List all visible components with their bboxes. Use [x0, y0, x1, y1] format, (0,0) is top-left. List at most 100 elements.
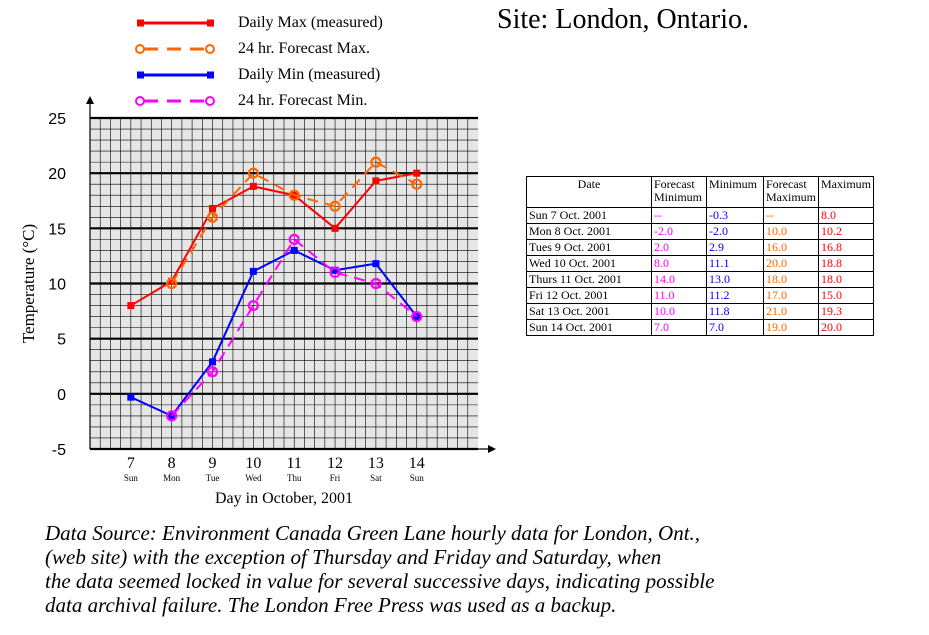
series-line	[130, 249, 418, 418]
data-point	[413, 169, 421, 177]
series-line	[170, 237, 418, 417]
cell-minimum: -0.3	[706, 207, 764, 224]
table-row: Tues 9 Oct. 2001 2.0 2.9 16.0 16.8	[526, 239, 874, 256]
cell-date: Sun 14 Oct. 2001	[526, 319, 652, 336]
cell-maximum: 18.0	[818, 271, 874, 288]
cell-forecast-minimum: -2.0	[651, 223, 707, 240]
data-point	[331, 266, 339, 274]
table-row: Wed 10 Oct. 2001 8.0 11.1 20.0 18.8	[526, 255, 874, 272]
x-tick-label: 7	[127, 455, 135, 472]
y-tick-label: 20	[48, 166, 66, 183]
data-point	[329, 200, 341, 212]
data-point	[329, 266, 341, 279]
legend-swatch-daily-min	[137, 71, 214, 79]
note-line: Data Source: Environment Canada Green La…	[45, 521, 701, 545]
header-date: Date	[526, 176, 652, 208]
data-point	[288, 233, 300, 245]
legend-label-daily-min: Daily Min (measured)	[238, 66, 381, 83]
cell-forecast-minimum: 2.0	[651, 239, 707, 256]
y-tick-label: 10	[48, 277, 66, 294]
cell-forecast-maximum: 19.0	[763, 319, 819, 336]
cell-forecast-maximum: 20.0	[763, 255, 819, 272]
data-point	[166, 277, 178, 290]
cell-maximum: 15.0	[818, 287, 874, 304]
cell-forecast-maximum: 18.0	[763, 271, 819, 288]
y-axis-arrow	[86, 96, 94, 104]
data-point	[249, 267, 257, 275]
legend-swatch-forecast-min	[135, 96, 215, 106]
cell-date: Mon 8 Oct. 2001	[526, 223, 652, 240]
x-day-label: Tue	[206, 473, 220, 483]
note-line: data archival failure. The London Free P…	[45, 593, 617, 617]
data-point	[247, 167, 259, 179]
table-row: Mon 8 Oct. 2001 -2.0 -2.0 10.0 10.2	[526, 223, 874, 240]
cell-date: Thurs 11 Oct. 2001	[526, 271, 652, 288]
temperature-table: Date Forecast Minimum Minimum Forecast Max…	[526, 176, 874, 336]
legend-label-forecast-min: 24 hr. Forecast Min.	[238, 92, 368, 109]
table-row: Thurs 11 Oct. 2001 14.0 13.0 18.0 18.0	[526, 271, 874, 288]
x-day-label: Thu	[287, 473, 302, 483]
cell-minimum: 11.1	[706, 255, 764, 272]
data-point	[209, 358, 217, 366]
x-day-label: Sat	[370, 473, 382, 483]
y-tick-label: 25	[48, 111, 66, 128]
cell-forecast-maximum: --	[763, 207, 819, 224]
y-tick-label: 15	[48, 221, 66, 238]
series-line	[130, 172, 417, 307]
table-row: Sun 7 Oct. 2001 -- -0.3 -- 8.0	[526, 207, 874, 224]
note-line: (web site) with the exception of Thursda…	[45, 545, 662, 569]
x-tick-label: 9	[209, 455, 217, 472]
x-tick-label: 12	[327, 455, 343, 472]
y-axis-title: Temperature (°C)	[19, 224, 38, 343]
x-tick-label: 11	[287, 455, 302, 472]
x-tick-label: 13	[368, 455, 384, 472]
cell-forecast-minimum: 11.0	[651, 287, 707, 304]
cell-minimum: 11.2	[706, 287, 764, 304]
data-source-note: Data Source: Environment Canada Green La…	[45, 521, 715, 617]
cell-maximum: 19.3	[818, 303, 874, 320]
cell-forecast-maximum: 10.0	[763, 223, 819, 240]
x-day-label: Fri	[330, 473, 341, 483]
cell-minimum: -2.0	[706, 223, 764, 240]
cell-date: Sun 7 Oct. 2001	[526, 207, 652, 224]
cell-forecast-minimum: 8.0	[651, 255, 707, 272]
legend-item-daily-max: Daily Max (measured)	[130, 10, 383, 36]
data-point	[290, 246, 298, 254]
data-point	[411, 178, 423, 190]
legend-item-forecast-min: 24 hr. Forecast Min.	[130, 88, 383, 114]
data-point	[247, 299, 259, 312]
cell-date: Sat 13 Oct. 2001	[526, 303, 652, 320]
site-title: Site: London, Ontario.	[497, 4, 749, 35]
data-point	[411, 311, 423, 323]
x-day-label: Wed	[245, 473, 262, 483]
header-forecast-minimum: Forecast Minimum	[651, 176, 707, 208]
legend-item-daily-min: Daily Min (measured)	[130, 62, 383, 88]
data-point	[206, 366, 219, 378]
cell-date: Fri 12 Oct. 2001	[526, 287, 652, 304]
header-forecast-maximum: Forecast Maximum	[763, 176, 819, 208]
cell-forecast-minimum: 10.0	[651, 303, 707, 320]
data-point	[370, 277, 382, 290]
x-day-label: Sun	[124, 473, 139, 483]
table-header-row: Date Forecast Minimum Minimum Forecast Max…	[526, 176, 874, 208]
legend-swatch-daily-max	[137, 19, 214, 27]
table-row: Fri 12 Oct. 2001 11.0 11.2 17.0 15.0	[526, 287, 874, 304]
cell-maximum: 20.0	[818, 319, 874, 336]
y-tick-label: 5	[57, 332, 66, 349]
cell-forecast-maximum: 21.0	[763, 303, 819, 320]
cell-forecast-maximum: 16.0	[763, 239, 819, 256]
cell-maximum: 18.8	[818, 255, 874, 272]
data-point	[168, 277, 176, 285]
table-row: Sat 13 Oct. 2001 10.0 11.8 21.0 19.3	[526, 303, 874, 320]
cell-maximum: 16.8	[818, 239, 874, 256]
x-day-label: Mon	[163, 473, 181, 483]
cell-minimum: 11.8	[706, 303, 764, 320]
legend-swatch-forecast-max	[135, 44, 215, 54]
data-point	[249, 182, 257, 190]
cell-minimum: 2.9	[706, 239, 764, 256]
data-point	[331, 224, 339, 232]
data-point	[288, 189, 300, 201]
table-row: Sun 14 Oct. 2001 7.0 7.0 19.0 20.0	[526, 319, 874, 336]
data-point	[370, 156, 382, 168]
x-axis-arrow	[488, 445, 496, 453]
